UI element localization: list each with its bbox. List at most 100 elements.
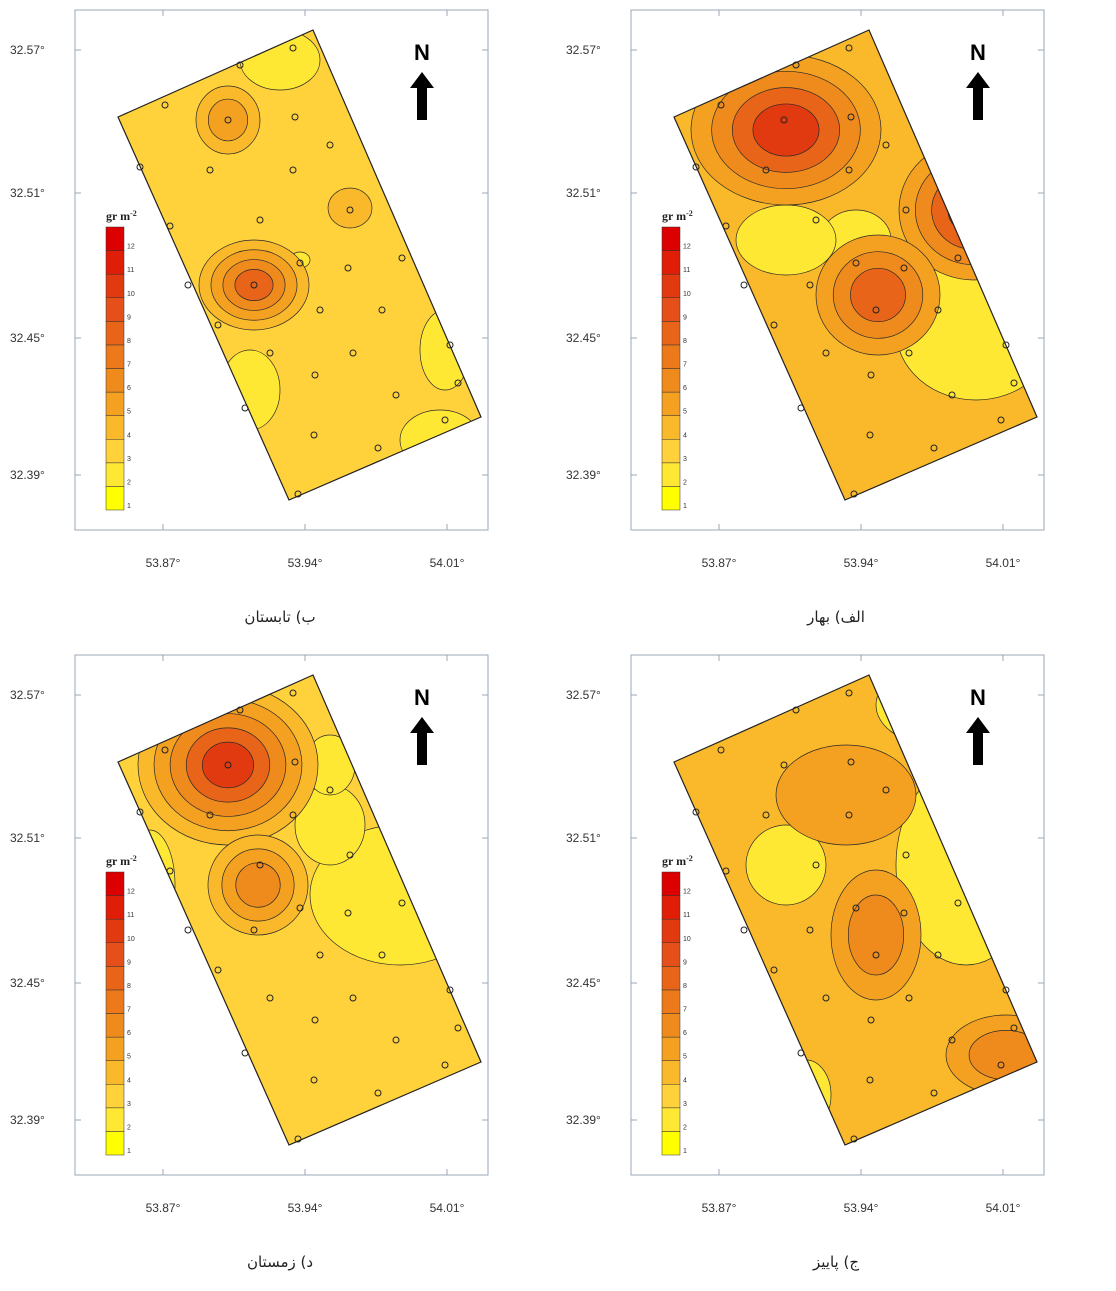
contour-ring (752, 103, 820, 157)
legend-swatch (661, 1107, 681, 1132)
sample-point-icon (902, 206, 910, 214)
study-area-boundary (673, 674, 1038, 1146)
legend-value: 10 (127, 936, 135, 943)
sample-point-icon (852, 259, 860, 267)
legend-value: 3 (683, 1101, 687, 1108)
north-arrow-icon (410, 72, 434, 120)
sample-point-icon (934, 951, 942, 959)
legend-swatch (105, 297, 125, 322)
legend-value: 2 (127, 479, 131, 486)
sample-point-icon (1010, 379, 1018, 387)
legend-value: 1 (683, 503, 687, 510)
sample-point-icon (294, 490, 302, 498)
legend-value: 5 (683, 1054, 687, 1061)
sample-point-icon (266, 994, 274, 1002)
sample-point-icon (266, 349, 274, 357)
y-tick-label: 32.45° (566, 976, 601, 990)
legend-swatch (105, 895, 125, 920)
sample-point-icon (905, 349, 913, 357)
y-tick-label: 32.45° (10, 331, 45, 345)
north-arrow-icon (966, 717, 990, 765)
legend-value: 5 (127, 1054, 131, 1061)
legend-swatch (661, 1013, 681, 1038)
sample-point-icon (291, 758, 299, 766)
sample-point-icon (392, 1036, 400, 1044)
sample-point-icon (762, 811, 770, 819)
legend-value: 4 (127, 432, 131, 439)
sample-point-icon (374, 1089, 382, 1097)
legend-swatch (105, 966, 125, 991)
sample-point-icon (792, 706, 800, 714)
sample-point-icon (454, 379, 462, 387)
y-tick-label: 32.39° (566, 468, 601, 482)
sample-point-icon (717, 101, 725, 109)
sample-point-icon (206, 811, 214, 819)
legend-swatch (661, 871, 681, 896)
panel-caption: ب) تابستان (244, 608, 316, 626)
north-arrow-icon (410, 717, 434, 765)
legend-value: 10 (683, 291, 691, 298)
sample-point-icon (296, 904, 304, 912)
x-tick-label: 53.94° (844, 556, 879, 570)
sample-point-icon (454, 1024, 462, 1032)
sample-point-icon (250, 926, 258, 934)
legend-swatch (105, 871, 125, 896)
sample-point-icon (850, 1135, 858, 1143)
sample-point-icon (882, 141, 890, 149)
legend-value: 2 (127, 1124, 131, 1131)
legend-value: 6 (127, 385, 131, 392)
map-panel-summer: 32.57° 32.51° 32.45° 32.39° 53.87° 53.94° 54.0… (0, 0, 560, 645)
legend-value: 9 (683, 959, 687, 966)
sample-point-icon (236, 706, 244, 714)
contour-ring (235, 862, 281, 908)
sample-point-icon (866, 1076, 874, 1084)
legend-value: 12 (683, 244, 691, 251)
legend-swatch (661, 273, 681, 298)
sample-point-icon (845, 689, 853, 697)
sample-point-icon (845, 811, 853, 819)
sample-point-icon (344, 264, 352, 272)
sample-point-icon (349, 349, 357, 357)
sample-point-icon (954, 254, 962, 262)
legend-unit-label: gr m-2 (662, 209, 693, 223)
x-tick-label: 53.87° (702, 556, 737, 570)
legend-swatch (105, 1107, 125, 1132)
low-zone (745, 824, 827, 906)
x-tick-label: 54.01° (986, 556, 1021, 570)
panel-caption: د) زمستان (246, 1253, 314, 1271)
summer-map: 32.57° 32.51° 32.45° 32.39° 53.87° 53.94° 54.0… (10, 9, 489, 570)
legend-swatch (661, 1060, 681, 1085)
autumn-map: 32.57° 32.51° 32.45° 32.39° 53.87° 53.94° 54.0… (566, 654, 1045, 1215)
sample-point-icon (1010, 1024, 1018, 1032)
sample-point-icon (797, 404, 805, 412)
legend-value: 9 (127, 314, 131, 321)
north-label: N (970, 40, 986, 65)
panel-caption: الف) بهار (807, 608, 865, 626)
y-tick-label: 32.57° (566, 43, 601, 57)
sample-point-icon (346, 206, 354, 214)
legend-value: 8 (127, 338, 131, 345)
sample-point-icon (900, 909, 908, 917)
y-tick-label: 32.51° (10, 186, 45, 200)
x-tick-label: 54.01° (430, 1201, 465, 1215)
legend-value: 12 (127, 889, 135, 896)
y-tick-label: 32.57° (10, 688, 45, 702)
sample-point-icon (316, 951, 324, 959)
sample-point-icon (346, 851, 354, 859)
legend-swatch (661, 1084, 681, 1109)
legend-swatch (105, 1036, 125, 1061)
legend-value: 7 (127, 1007, 131, 1014)
map-panel-winter: 32.57° 32.51° 32.45° 32.39° 53.87° 53.94° 54.0… (0, 645, 560, 1290)
sample-point-icon (206, 166, 214, 174)
sample-point-icon (256, 216, 264, 224)
sample-point-icon (256, 861, 264, 869)
sample-point-icon (954, 899, 962, 907)
legend-swatch (661, 226, 681, 251)
legend-swatch (661, 250, 681, 275)
legend-swatch (661, 918, 681, 943)
sample-point-icon (378, 951, 386, 959)
study-area-boundary (673, 29, 1038, 501)
sample-point-icon (722, 222, 730, 230)
sample-point-icon (136, 808, 144, 816)
sample-point-icon (289, 811, 297, 819)
